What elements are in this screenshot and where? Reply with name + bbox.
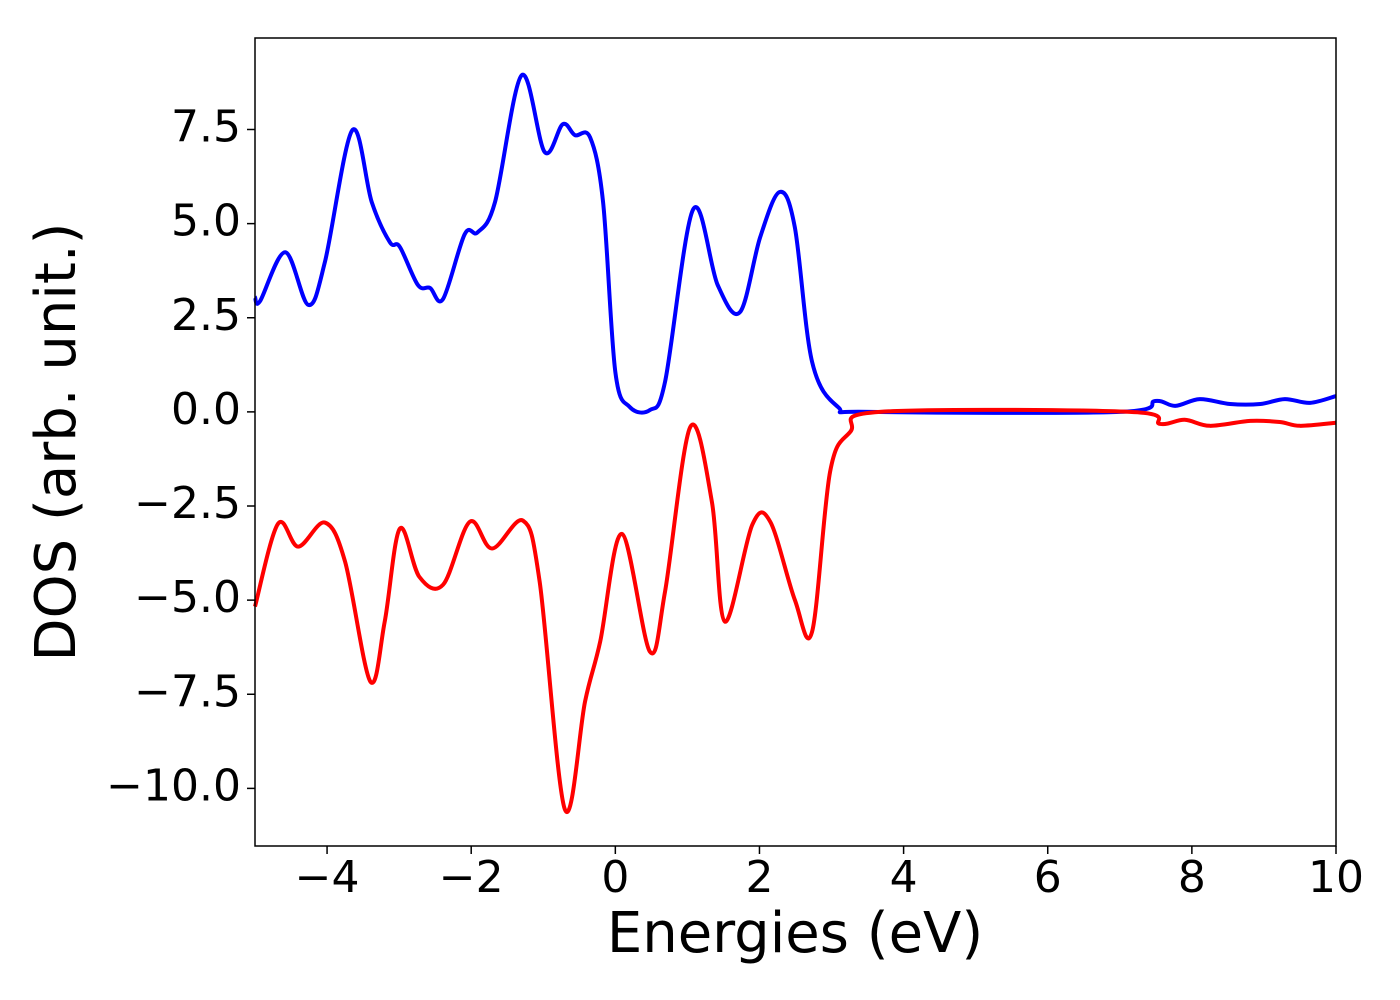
dos-line [253,407,1337,815]
y-tick-label: −5.0 [134,572,241,623]
x-axis-label: Energies (eV) [607,901,983,966]
plot-frame [254,37,1337,847]
y-tick-label: −7.5 [134,666,241,717]
x-tick-label: −2 [439,852,504,903]
y-tick-label: −10.0 [106,760,241,811]
x-tick-label: 4 [890,852,918,903]
x-tick-label: 0 [601,852,629,903]
x-tick-label: 6 [1034,852,1062,903]
x-tick-label: −4 [295,852,360,903]
y-tick-label: 7.5 [171,101,241,152]
y-tick-label: −2.5 [134,478,241,529]
y-tick-label: 0.0 [171,384,241,435]
dos-line [253,73,1337,415]
x-tick-label: 10 [1308,852,1364,903]
x-tick-label: 2 [745,852,773,903]
y-tick-label: 2.5 [171,290,241,341]
x-tick-label: 8 [1178,852,1206,903]
y-tick-label: 5.0 [171,196,241,247]
y-axis-label: DOS (arb. unit.) [24,222,89,661]
